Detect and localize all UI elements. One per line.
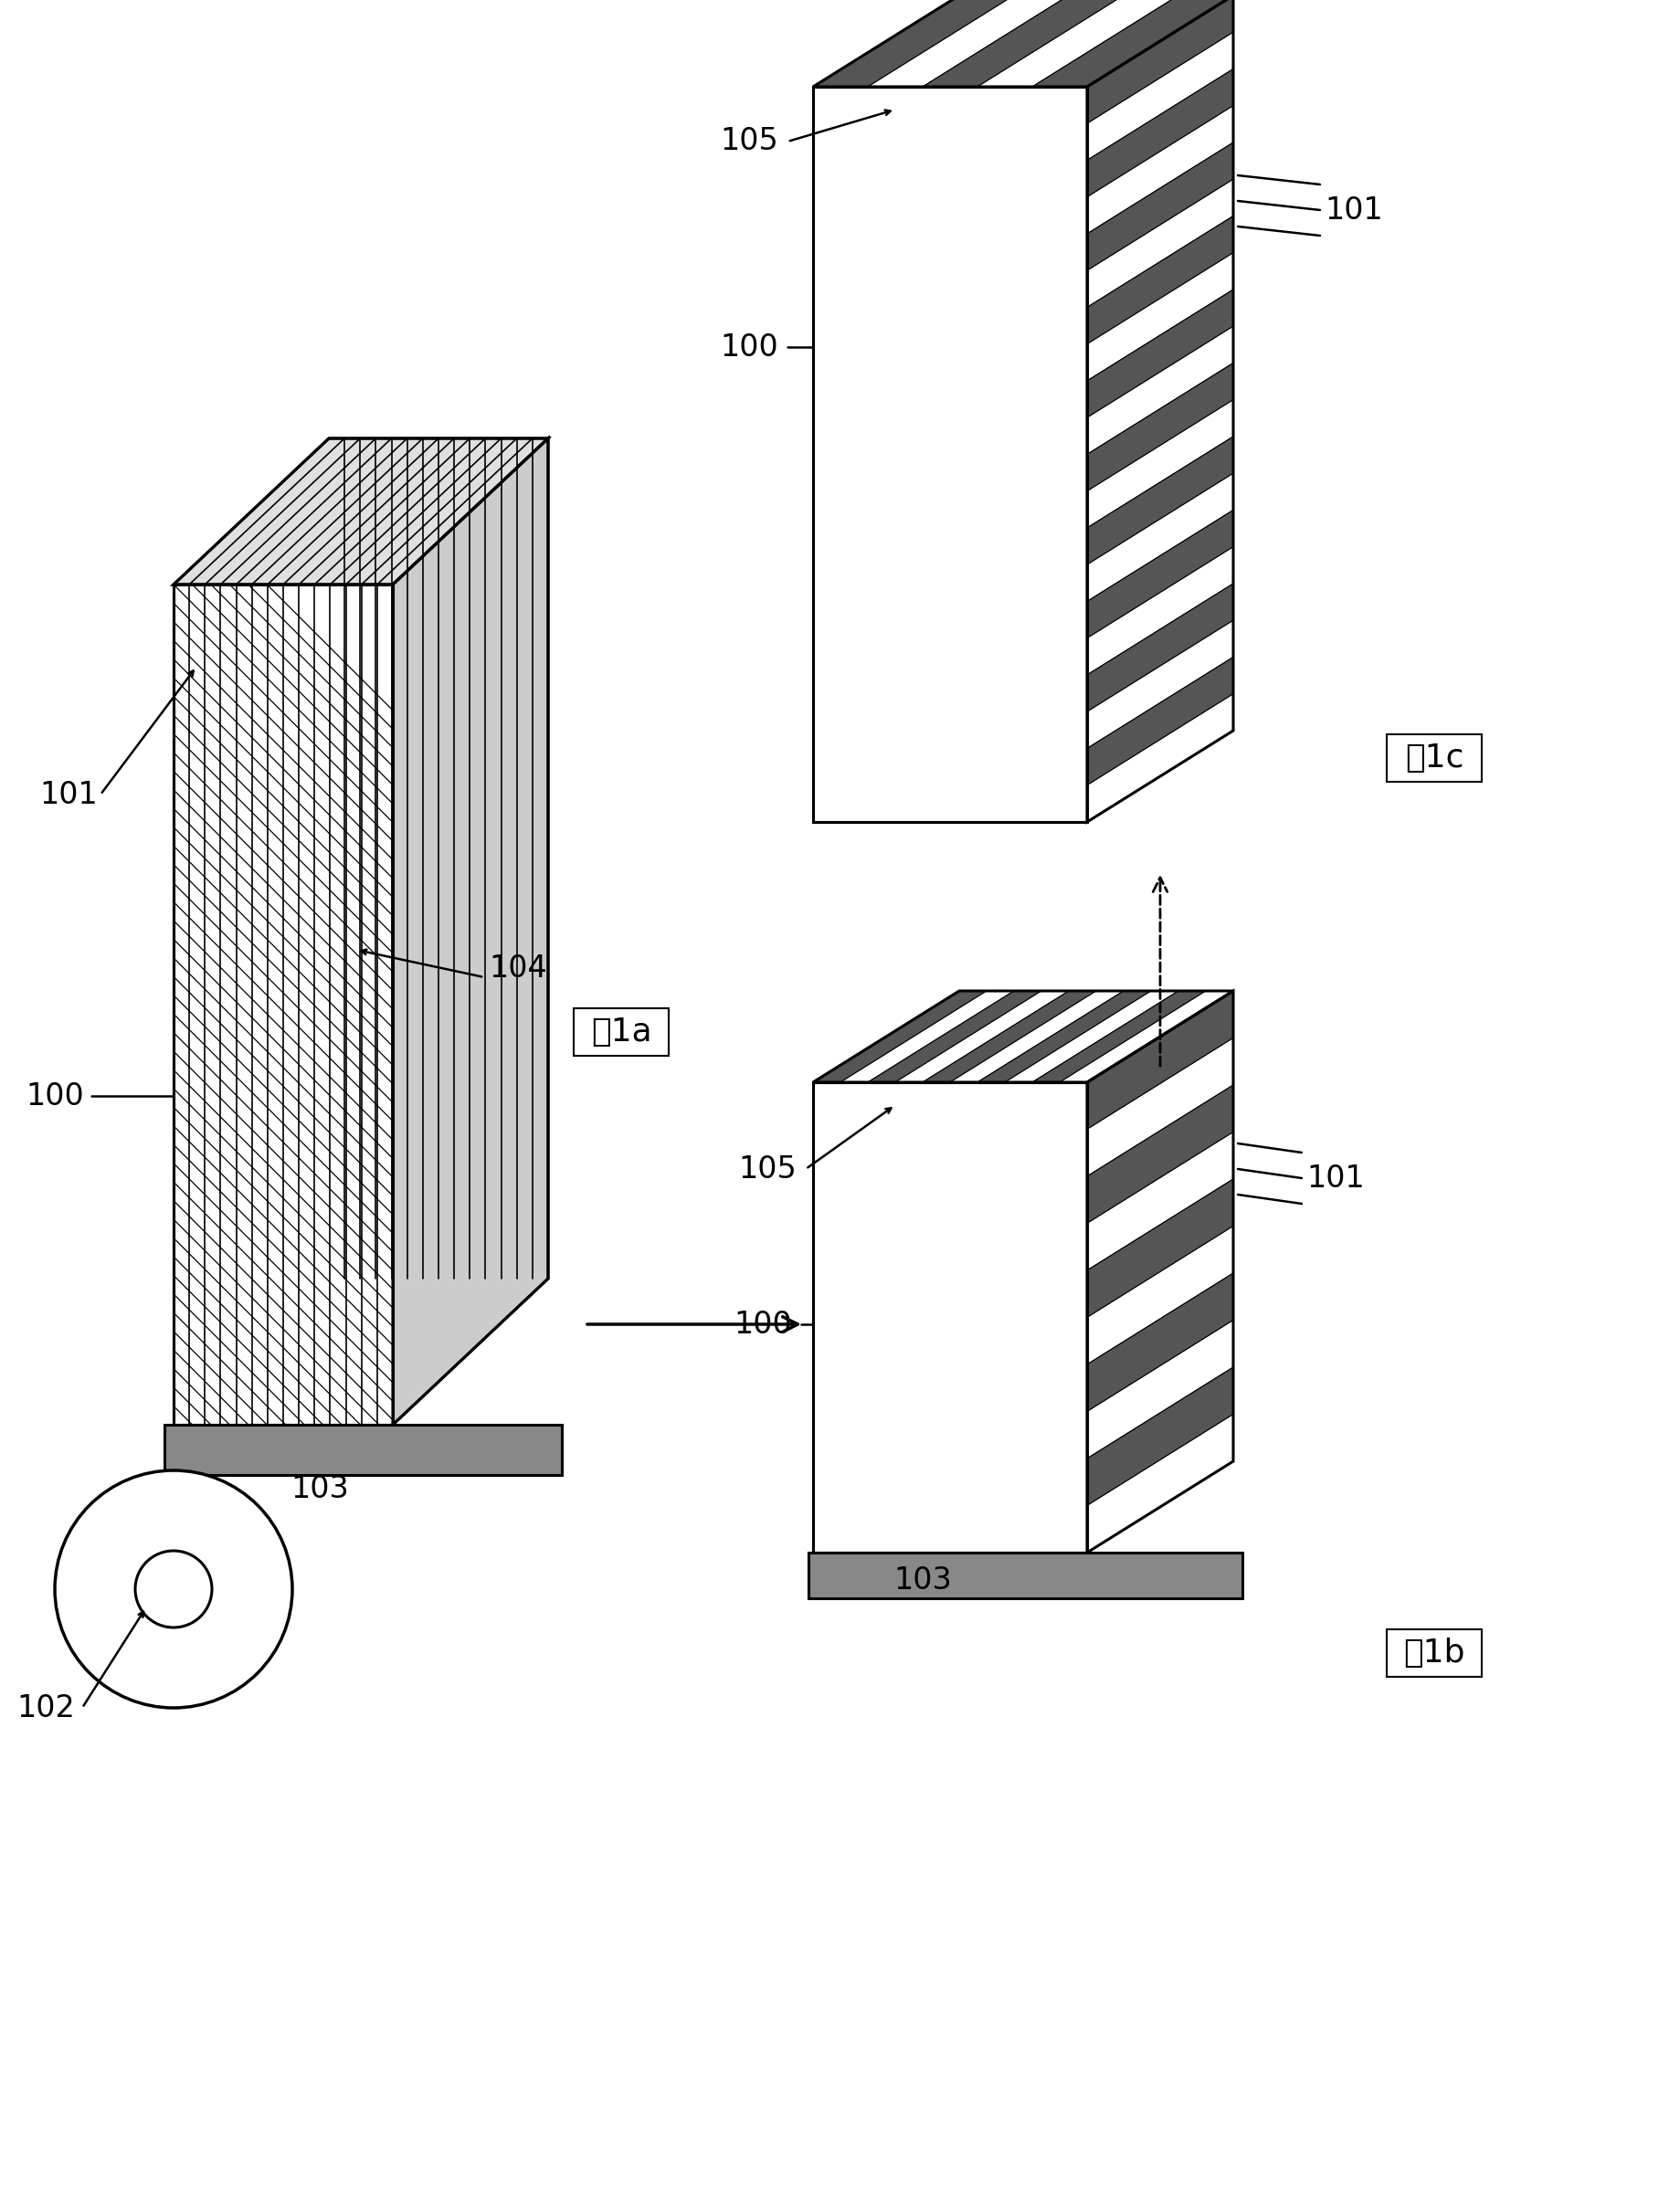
Polygon shape [1087,1037,1233,1177]
Polygon shape [923,991,1097,1082]
Polygon shape [1087,1225,1233,1365]
Polygon shape [1087,400,1233,529]
Text: 104: 104 [489,953,547,982]
Polygon shape [813,1082,1087,1553]
Polygon shape [1087,33,1233,159]
Polygon shape [950,991,1123,1082]
Polygon shape [1087,1367,1233,1506]
Polygon shape [1087,436,1233,564]
Text: 101: 101 [40,779,97,810]
Text: 图1b: 图1b [1404,1637,1465,1668]
Polygon shape [868,991,1041,1082]
Polygon shape [1087,1413,1233,1553]
Polygon shape [1087,252,1233,380]
Polygon shape [813,0,1015,86]
Polygon shape [808,1553,1242,1599]
Polygon shape [392,438,547,1425]
Polygon shape [1087,511,1233,639]
Polygon shape [1087,217,1233,345]
Polygon shape [1087,584,1233,712]
Polygon shape [1033,0,1233,86]
Polygon shape [1087,290,1233,418]
Polygon shape [813,991,986,1082]
Polygon shape [923,0,1123,86]
Polygon shape [1087,695,1233,823]
Polygon shape [1087,106,1233,234]
Polygon shape [1087,546,1233,675]
Polygon shape [1087,657,1233,785]
Polygon shape [1087,1133,1233,1270]
Text: 101: 101 [1307,1164,1365,1192]
Polygon shape [1087,69,1233,197]
Polygon shape [1060,991,1233,1082]
Polygon shape [1087,179,1233,307]
Polygon shape [841,991,1015,1082]
Text: 103: 103 [893,1564,951,1595]
Polygon shape [1033,991,1205,1082]
Polygon shape [1087,142,1233,270]
Text: 102: 102 [17,1692,75,1723]
Polygon shape [1087,327,1233,453]
Polygon shape [978,0,1178,86]
Text: 100: 100 [719,332,778,363]
Circle shape [135,1551,212,1628]
Polygon shape [1087,1179,1233,1318]
Text: 100: 100 [25,1082,83,1110]
Text: 103: 103 [290,1473,349,1504]
Polygon shape [868,0,1068,86]
FancyBboxPatch shape [1387,1630,1482,1677]
Polygon shape [978,991,1152,1082]
Polygon shape [1087,0,1233,124]
Polygon shape [1005,991,1178,1082]
Polygon shape [1087,1321,1233,1458]
Polygon shape [165,1425,562,1475]
Polygon shape [174,438,547,584]
Polygon shape [1087,363,1233,491]
Text: 105: 105 [719,126,778,157]
FancyBboxPatch shape [574,1009,669,1055]
Text: 101: 101 [1325,195,1384,226]
Text: 100: 100 [734,1310,791,1338]
Text: 图1c: 图1c [1405,743,1464,774]
Polygon shape [813,86,1087,823]
Polygon shape [1087,619,1233,748]
Circle shape [55,1471,292,1708]
Polygon shape [174,584,392,1425]
Polygon shape [1087,473,1233,602]
Polygon shape [1087,1086,1233,1223]
Text: 图1a: 图1a [591,1018,651,1048]
FancyBboxPatch shape [1387,734,1482,781]
Polygon shape [1087,1274,1233,1411]
Text: 105: 105 [738,1155,796,1183]
Polygon shape [895,991,1068,1082]
Polygon shape [1087,991,1233,1130]
